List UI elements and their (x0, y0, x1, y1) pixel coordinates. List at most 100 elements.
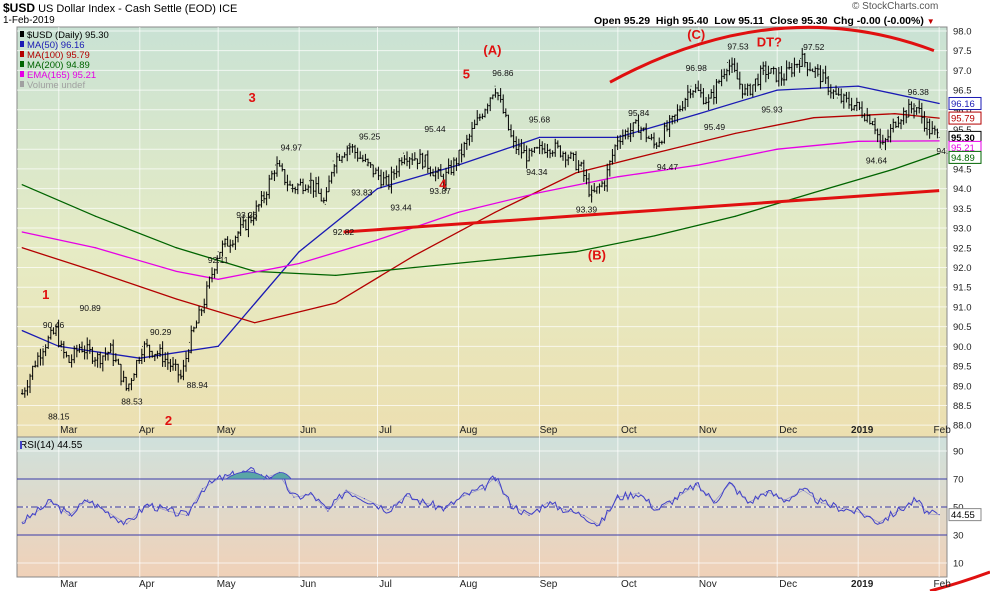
price-x-tick-label: Apr (139, 425, 155, 436)
rsi-point (928, 513, 930, 515)
rsi-point (327, 510, 329, 512)
price-point-label: 95.25 (359, 131, 381, 141)
price-point-label: 93.39 (576, 205, 598, 215)
rsi-point (494, 477, 496, 479)
price-point (170, 365, 172, 367)
price-point (238, 231, 240, 233)
price-point (181, 377, 183, 379)
rsi-point (564, 509, 567, 511)
price-point (60, 349, 62, 351)
series-point-ma50 (938, 102, 940, 105)
price-point (512, 144, 514, 146)
rsi-trend-line (22, 470, 940, 526)
price-x-tick-label: Feb (934, 425, 952, 436)
rsi-point (784, 499, 786, 501)
rsi-point (695, 484, 697, 486)
price-point (262, 199, 264, 201)
high-label: High (655, 15, 680, 27)
price-point (546, 144, 548, 146)
price-y-tick-label: 92.5 (953, 243, 972, 254)
price-point-label: 95.84 (628, 108, 650, 118)
rsi-point (345, 489, 347, 491)
wave-annotation: 1 (42, 287, 49, 302)
price-point (68, 361, 70, 363)
series-point-ma100 (94, 270, 96, 273)
price-point (332, 160, 334, 162)
legend-swatch (20, 81, 24, 87)
wave-annotation: (B) (588, 248, 606, 263)
series-point-ma50 (21, 329, 23, 332)
open-value: 95.29 (623, 15, 651, 27)
rsi-point (293, 496, 295, 498)
price-point (591, 196, 593, 198)
price-point-label: 95.68 (529, 114, 551, 124)
price-point (126, 389, 128, 391)
series-point-ma50 (698, 113, 700, 115)
price-y-tick-label: 90.0 (953, 342, 972, 353)
rsi-x-tick-label: Oct (621, 579, 637, 590)
series-point-ma50 (298, 251, 300, 253)
series-point-ma100 (413, 255, 415, 257)
legend-entry: MA(50) 96.16 (27, 40, 85, 51)
exchange-label: ICE (219, 3, 238, 15)
legend-entry: Volume undef (27, 80, 85, 91)
price-y-tick-label: 92.0 (953, 263, 972, 274)
rsi-point (766, 491, 768, 493)
rsi-point (21, 521, 23, 524)
legend-swatch (20, 61, 24, 67)
rsi-point (821, 502, 823, 504)
price-point (565, 152, 567, 154)
series-point-ma200 (938, 152, 940, 155)
price-point-label: 94.88 (936, 146, 958, 156)
price-point-label: 93.87 (430, 186, 452, 196)
rsi-point (363, 498, 366, 500)
price-point (290, 188, 292, 190)
rsi-point (217, 478, 219, 480)
price-point (855, 105, 857, 107)
rsi-point (251, 470, 253, 472)
price-point (604, 180, 606, 182)
legend-swatch (20, 71, 24, 77)
rsi-point (896, 510, 898, 512)
rsi-x-tick-label: 2019 (851, 579, 874, 590)
price-point-label: 96.98 (686, 63, 708, 73)
price-point (478, 117, 480, 119)
rsi-point (387, 509, 389, 511)
price-point (160, 353, 162, 355)
price-point-label: 94.34 (526, 167, 548, 177)
price-point-label: 97.52 (803, 42, 825, 52)
series-point-ma100 (734, 132, 736, 135)
price-y-tick-label: 89.5 (953, 362, 972, 373)
price-point-label: 93.44 (390, 203, 412, 213)
right-value-label-ma100: 95.79 (951, 114, 975, 125)
price-point (324, 203, 326, 205)
rsi-overbought-fill (224, 471, 270, 480)
price-point (672, 121, 674, 123)
legend-entry: MA(200) 94.89 (27, 60, 90, 71)
price-point-label: 94.47 (657, 162, 679, 172)
annotation-layer: 12345(A)(B)(C)DT?90.4690.8988.1590.2988.… (42, 25, 990, 591)
price-point (225, 243, 227, 245)
price-point (21, 393, 23, 395)
rsi-point (167, 510, 170, 512)
price-point (251, 215, 253, 217)
price-point (494, 85, 496, 87)
rsi-line (22, 466, 938, 527)
price-point-label: 95.93 (761, 105, 783, 115)
wave-annotation: DT? (757, 35, 782, 50)
price-y-tick-label: 94.0 (953, 184, 972, 195)
rsi-x-tick-label: Apr (139, 579, 155, 590)
rsi-point (68, 514, 70, 517)
price-point-label: 88.15 (48, 411, 70, 421)
price-point-label: 96.86 (492, 68, 514, 78)
price-x-tick-label: May (217, 425, 236, 436)
rsi-point (674, 498, 676, 500)
rsi-point (860, 511, 862, 514)
legend-swatch (20, 31, 24, 37)
series-point-ma200 (813, 191, 815, 194)
series-point-ema165 (175, 270, 177, 273)
arc-continuation (929, 570, 990, 591)
open-label: Open (594, 15, 621, 27)
rsi-x-tick-label: Dec (779, 579, 797, 590)
rsi-point (841, 507, 844, 509)
